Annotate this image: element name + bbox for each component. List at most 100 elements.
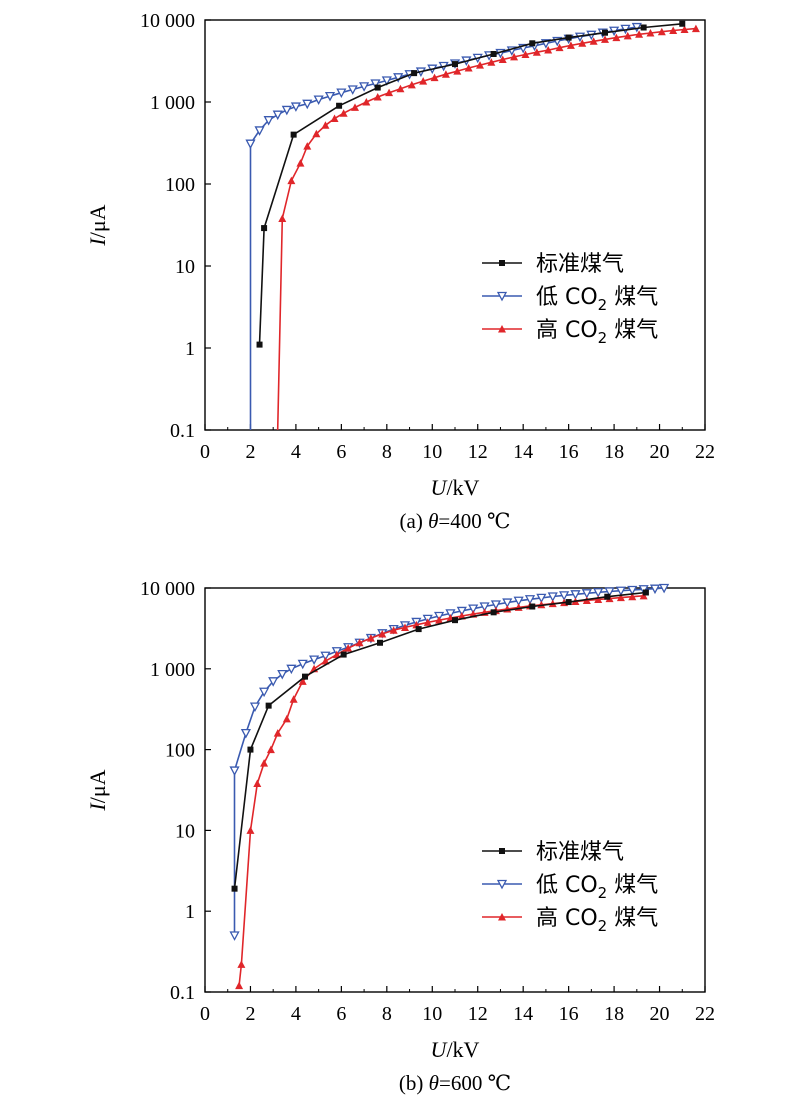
series-low-co2-gas <box>245 22 642 430</box>
data-point <box>296 159 305 167</box>
data-point <box>389 626 398 634</box>
y-tick-label: 10 000 <box>140 10 195 32</box>
x-tick-label: 18 <box>604 1003 624 1025</box>
data-point <box>256 341 263 348</box>
series-line <box>276 27 696 431</box>
data-point <box>247 746 254 753</box>
x-tick-label: 16 <box>559 441 579 463</box>
data-point <box>589 37 598 45</box>
data-point <box>593 588 604 598</box>
data-point <box>366 634 375 642</box>
data-point <box>332 650 341 659</box>
data-point <box>628 592 637 601</box>
x-tick-label: 8 <box>382 1003 392 1025</box>
data-point <box>396 84 405 93</box>
data-point <box>359 82 370 92</box>
chart-panel-a: 0 2 4 6 8 10 12 14 16 18 20 22 0.1 1 10 100 1 000 10 000 U… <box>85 10 715 533</box>
x-tick-label: 14 <box>513 1003 533 1025</box>
data-point <box>612 33 621 42</box>
data-point <box>498 55 507 63</box>
data-point <box>265 702 272 709</box>
data-point <box>381 76 392 86</box>
x-tick-label: 12 <box>468 441 488 463</box>
plot-frame <box>204 19 706 431</box>
data-point <box>623 31 632 40</box>
data-point <box>566 41 575 49</box>
data-point <box>570 590 581 600</box>
data-point <box>640 24 647 31</box>
data-point <box>604 593 611 600</box>
data-point <box>430 73 439 82</box>
data-point <box>289 695 298 703</box>
data-point <box>529 40 536 47</box>
plot-frame <box>204 587 706 993</box>
legend-marker <box>496 291 508 302</box>
data-point <box>321 121 330 129</box>
y-tick-label: 10 000 <box>140 578 195 600</box>
data-point <box>555 43 564 52</box>
data-point <box>581 589 592 599</box>
x-tick-label: 20 <box>650 441 670 463</box>
y-tick-label: 0.1 <box>170 420 195 442</box>
data-point <box>631 22 642 33</box>
data-point <box>468 604 479 615</box>
data-point <box>268 677 279 687</box>
data-point <box>669 26 678 34</box>
legend-marker <box>499 848 505 854</box>
data-point <box>565 34 572 41</box>
data-point <box>303 142 312 150</box>
data-point <box>547 592 558 602</box>
x-tick-label: 4 <box>291 1003 301 1025</box>
data-point <box>277 669 288 680</box>
legend-label: 标准煤气 <box>536 840 624 865</box>
data-point <box>266 745 275 754</box>
data-point <box>649 584 661 595</box>
x-tick-label: 6 <box>336 1003 346 1025</box>
data-point <box>615 586 626 597</box>
data-point <box>401 623 409 631</box>
legend-marker <box>499 260 505 266</box>
data-point <box>536 593 547 604</box>
legend-label: 高 CO2 煤气 <box>536 318 658 347</box>
data-point <box>602 29 608 36</box>
y-axis-title: I/μA <box>85 204 110 246</box>
data-point <box>680 25 689 34</box>
data-point <box>490 50 497 57</box>
legend-marker <box>496 879 508 890</box>
data-point <box>254 126 265 136</box>
data-point <box>272 110 283 121</box>
data-point <box>476 61 484 69</box>
data-point <box>362 98 371 106</box>
data-point <box>441 70 450 78</box>
data-point <box>245 139 256 150</box>
data-point <box>297 659 308 670</box>
data-point <box>229 766 240 776</box>
data-point <box>355 638 364 647</box>
data-point <box>273 729 282 737</box>
x-tick-label: 8 <box>382 441 392 463</box>
legend-marker <box>498 325 506 333</box>
data-point <box>594 595 603 604</box>
y-tick-label: 1 <box>185 338 195 360</box>
panel-caption: (a) θ=400 ℃ <box>400 509 511 533</box>
x-tick-label: 0 <box>200 441 210 463</box>
data-point <box>411 70 418 77</box>
x-tick-label: 4 <box>291 441 301 463</box>
x-axis-title: U/kV <box>431 1037 480 1062</box>
legend-label: 低 CO2 煤气 <box>536 873 658 902</box>
legend-label: 标准煤气 <box>536 252 624 277</box>
data-point <box>529 603 536 610</box>
x-tick-label: 18 <box>604 441 624 463</box>
data-point <box>246 826 255 834</box>
data-point <box>249 702 261 713</box>
data-point <box>578 39 587 47</box>
y-tick-label: 1 <box>185 901 195 923</box>
data-point <box>407 80 416 89</box>
data-point <box>559 591 570 601</box>
data-point <box>302 99 313 110</box>
x-tick-label: 22 <box>695 441 715 463</box>
data-point <box>453 67 462 75</box>
data-point <box>281 105 292 116</box>
data-point <box>261 225 268 232</box>
